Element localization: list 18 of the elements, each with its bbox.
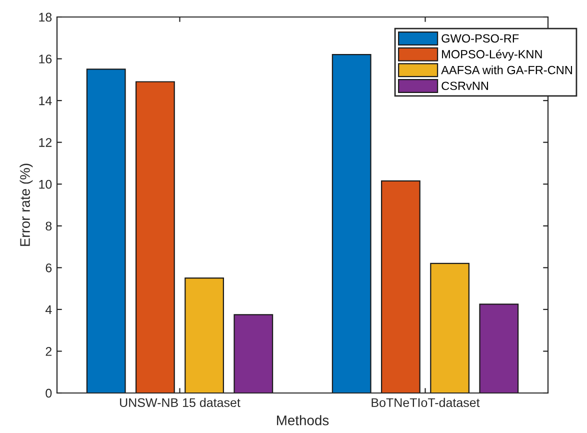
y-tick-label: 10 bbox=[39, 180, 52, 189]
y-tick-label: 18 bbox=[39, 12, 52, 22]
y-tick-label: 4 bbox=[45, 305, 52, 314]
x-axis-title: Methods bbox=[277, 415, 329, 426]
y-axis-title: Error rate (%) bbox=[20, 164, 33, 246]
legend-label: GWO-PSO-RF bbox=[442, 34, 519, 43]
y-tick-label: 12 bbox=[39, 138, 52, 147]
y-tick-label: 2 bbox=[46, 347, 52, 356]
y-tick-label: 14 bbox=[39, 96, 52, 106]
y-tick-label: 6 bbox=[46, 263, 52, 272]
x-tick-label: UNSW-NB 15 dataset bbox=[120, 398, 240, 408]
x-tick-label: BoTNeTIoT-dataset bbox=[372, 398, 480, 408]
y-tick-label: 8 bbox=[46, 222, 52, 231]
y-tick-label: 16 bbox=[39, 54, 52, 64]
legend-label: MOPSO-Lévy-KNN bbox=[442, 50, 542, 61]
legend-label: CSRvNN bbox=[442, 82, 488, 90]
legend-label: AAFSA with GA-FR-CNN bbox=[441, 66, 572, 74]
y-tick-label: 0 bbox=[46, 388, 52, 398]
